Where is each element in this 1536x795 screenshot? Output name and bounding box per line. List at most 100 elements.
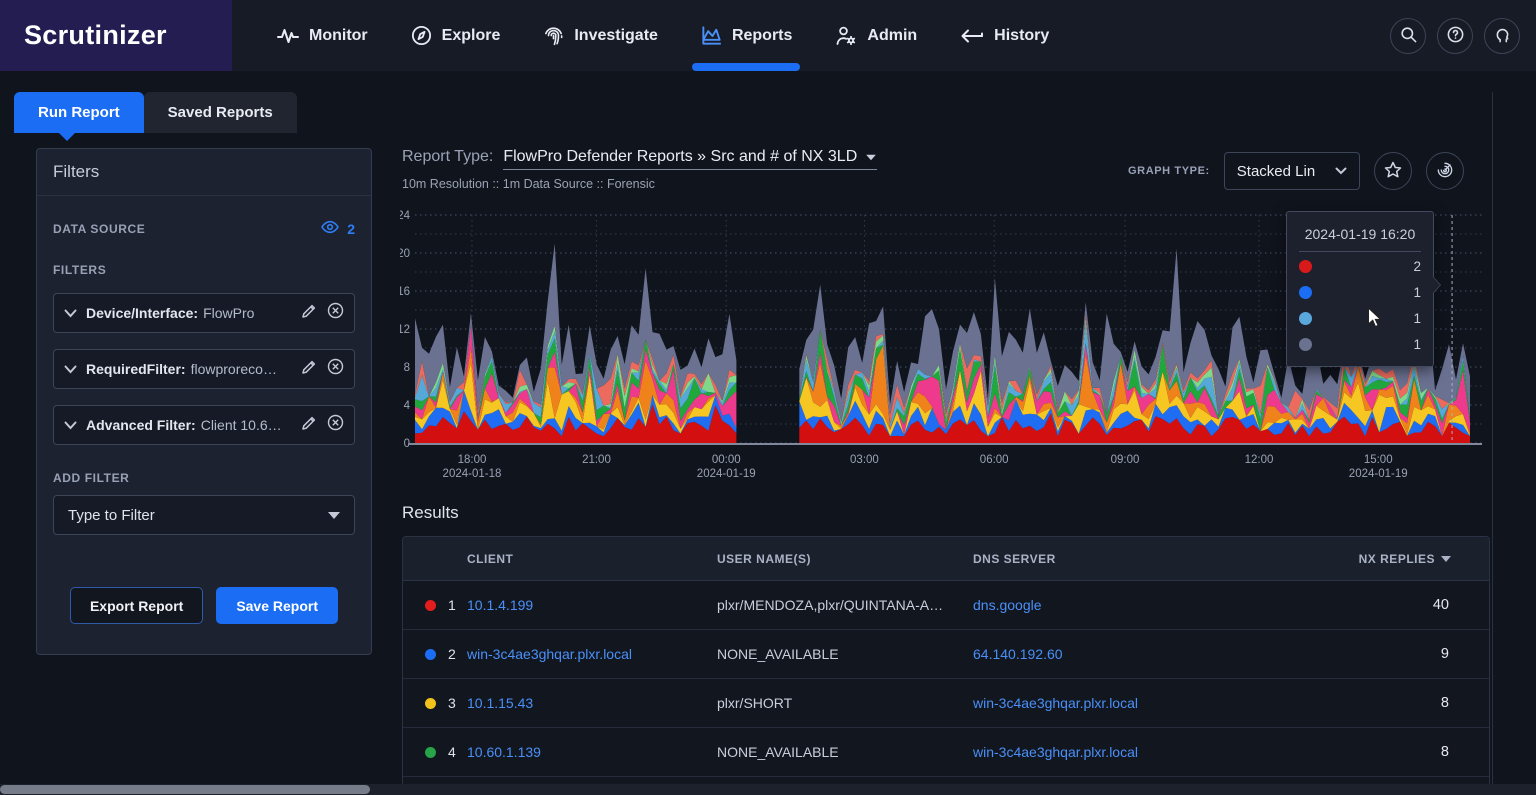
add-filter-select[interactable]: Type to Filter (53, 495, 355, 535)
svg-text:09:00: 09:00 (1111, 454, 1140, 466)
profile-button[interactable] (1484, 18, 1520, 54)
nav-item-label: Explore (442, 27, 501, 45)
filters-panel-title: Filters (37, 149, 371, 196)
admin-icon (834, 24, 858, 48)
tab-saved-reports[interactable]: Saved Reports (144, 92, 297, 133)
series-color-dot (1299, 338, 1312, 351)
report-type-value: FlowPro Defender Reports » Src and # of … (503, 148, 857, 166)
svg-text:16: 16 (400, 286, 410, 298)
active-nav-indicator (692, 63, 800, 71)
help-button[interactable] (1437, 18, 1473, 54)
filters-label: FILTERS (53, 263, 355, 277)
edit-pencil-icon[interactable] (301, 303, 317, 324)
filter-chips: Device/Interface:FlowPro RequiredFilter:f… (53, 293, 355, 445)
svg-text:12: 12 (400, 324, 410, 336)
content-divider (1492, 92, 1493, 795)
dns-server-link[interactable]: 64.140.192.60 (973, 646, 1339, 662)
nx-replies-value: 8 (1339, 744, 1489, 760)
chevron-down-icon (1335, 167, 1347, 175)
series-color-dot (425, 698, 436, 709)
remove-filter-icon[interactable] (327, 302, 344, 324)
user-names: plxr/MENDOZA,plxr/QUINTANA-A… (717, 597, 973, 613)
client-link[interactable]: 10.1.15.43 (467, 695, 717, 711)
filter-chip-value: flowproreco… (191, 361, 295, 377)
series-value: 2 (1413, 259, 1421, 274)
nx-replies-value: 9 (1339, 646, 1489, 662)
edit-pencil-icon[interactable] (301, 415, 317, 436)
search-button[interactable] (1390, 18, 1426, 54)
chevron-down-icon (64, 365, 77, 374)
filter-chip-value: Client 10.6… (201, 417, 295, 433)
column-header-nx-replies[interactable]: NX REPLIES (1339, 552, 1489, 566)
nav-item-monitor[interactable]: Monitor (276, 0, 368, 71)
client-link[interactable]: 10.60.1.139 (467, 744, 717, 760)
tooltip-series-row: 1 (1299, 333, 1421, 356)
series-color-dot (1299, 286, 1312, 299)
report-header: Report Type: FlowPro Defender Reports » … (402, 148, 877, 191)
column-header-dns-server[interactable]: DNS SERVER (973, 552, 1339, 566)
graph-type-select[interactable]: Stacked Lin (1224, 152, 1360, 190)
add-filter-label: ADD FILTER (53, 471, 355, 485)
dns-server-link[interactable]: dns.google (973, 597, 1339, 613)
series-color-dot (1299, 260, 1312, 273)
tooltip-pointer (1433, 276, 1441, 294)
svg-text:18:00: 18:00 (458, 454, 487, 466)
client-link[interactable]: win-3c4ae3ghqar.plxr.local (467, 646, 717, 662)
save-report-button[interactable]: Save Report (216, 587, 338, 624)
filter-chip-2[interactable]: Advanced Filter: Client 10.6… (53, 405, 355, 445)
filter-chip-0[interactable]: Device/Interface:FlowPro (53, 293, 355, 333)
rank: 1 (448, 597, 456, 613)
brand-logo[interactable]: Scrutinizer (0, 0, 232, 71)
remove-filter-icon[interactable] (327, 414, 344, 436)
report-meta: 10m Resolution :: 1m Data Source :: Fore… (402, 177, 877, 191)
dns-server-link[interactable]: win-3c4ae3ghqar.plxr.local (973, 744, 1339, 760)
eye-icon[interactable] (321, 220, 339, 237)
report-tabs: Run Report Saved Reports (14, 92, 297, 133)
report-type-selector[interactable]: FlowPro Defender Reports » Src and # of … (503, 148, 877, 170)
svg-text:20: 20 (400, 248, 410, 260)
svg-text:4: 4 (404, 400, 411, 412)
favorite-button[interactable] (1374, 152, 1412, 190)
edit-pencil-icon[interactable] (301, 359, 317, 380)
table-row: 4 10.60.1.139NONE_AVAILABLEwin-3c4ae3ghqa… (403, 728, 1489, 777)
help-icon (1446, 25, 1465, 47)
horizontal-scrollbar-thumb[interactable] (0, 785, 370, 794)
nav-item-explore[interactable]: Explore (410, 0, 501, 71)
svg-text:24: 24 (400, 210, 411, 222)
series-value: 1 (1413, 311, 1421, 326)
reports-icon (700, 24, 723, 47)
dns-server-link[interactable]: win-3c4ae3ghqar.plxr.local (973, 695, 1339, 711)
svg-text:00:00: 00:00 (712, 454, 741, 466)
svg-text:03:00: 03:00 (850, 454, 879, 466)
export-report-button[interactable]: Export Report (70, 587, 203, 624)
tab-run-report[interactable]: Run Report (14, 92, 144, 133)
results-title: Results (402, 503, 459, 523)
nav-item-admin[interactable]: Admin (834, 0, 917, 71)
tab-saved-reports-label: Saved Reports (168, 104, 273, 121)
filter-chip-label: Advanced Filter: (86, 417, 196, 433)
svg-text:2024-01-18: 2024-01-18 (443, 468, 502, 480)
tooltip-series-row: 2 (1299, 255, 1421, 278)
client-link[interactable]: 10.1.4.199 (467, 597, 717, 613)
column-header-client[interactable]: CLIENT (467, 552, 717, 566)
remove-filter-icon[interactable] (327, 358, 344, 380)
user-names: NONE_AVAILABLE (717, 744, 973, 760)
nav-item-label: Investigate (574, 27, 658, 45)
report-designer-button[interactable] (1426, 152, 1464, 190)
star-icon (1383, 160, 1403, 183)
utility-icons (1390, 0, 1520, 71)
nav-item-investigate[interactable]: Investigate (542, 0, 658, 71)
app-window: Scrutinizer Monitor Explore Investigate Rep… (0, 0, 1536, 795)
table-header-row: CLIENTUSER NAME(S)DNS SERVERNX REPLIES (403, 537, 1489, 581)
table-row: 310.1.15.43plxr/SHORTwin-3c4ae3ghqar.plx… (403, 679, 1489, 728)
rank: 4 (448, 744, 456, 760)
rank: 3 (448, 695, 456, 711)
column-header-user-name-s-[interactable]: USER NAME(S) (717, 552, 973, 566)
main-nav: Monitor Explore Investigate Reports Admin His… (276, 0, 1049, 71)
nav-item-label: Monitor (309, 27, 368, 45)
add-filter-placeholder: Type to Filter (68, 507, 155, 524)
filter-chip-1[interactable]: RequiredFilter:flowproreco… (53, 349, 355, 389)
report-type-label: Report Type: (402, 148, 493, 166)
nav-item-history[interactable]: History (959, 0, 1049, 71)
nav-item-reports[interactable]: Reports (700, 0, 792, 71)
